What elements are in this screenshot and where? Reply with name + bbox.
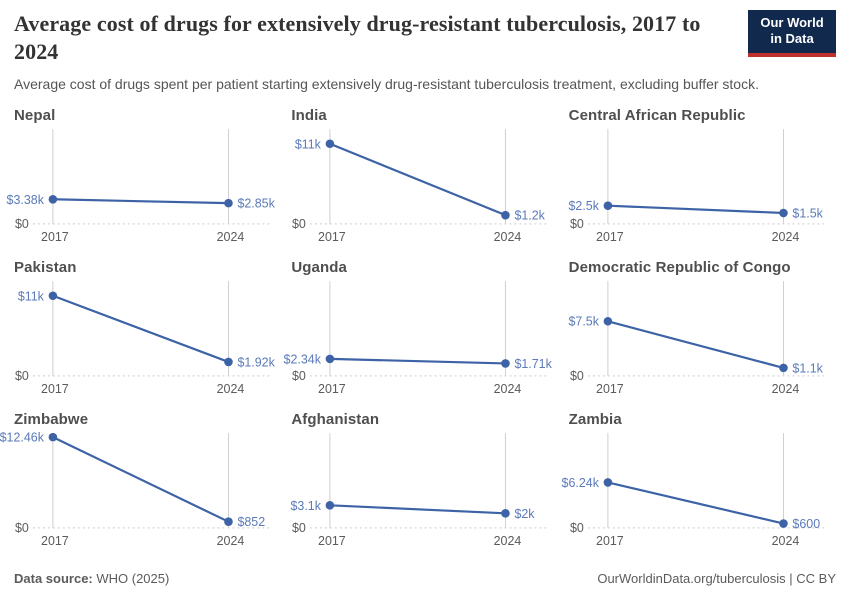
svg-text:2024: 2024 [771, 229, 799, 243]
panel-title: Democratic Republic of Congo [568, 258, 791, 276]
panel-title: Afghanistan [291, 410, 380, 428]
panel-title: Pakistan [14, 258, 77, 276]
svg-text:$0: $0 [292, 520, 306, 534]
panel-chart: $11k $1.2k $0 2017 2024 [292, 128, 547, 243]
owid-logo-line1: Our World [760, 15, 824, 30]
svg-text:$1.5k: $1.5k [792, 206, 823, 220]
svg-text:2017: 2017 [596, 533, 624, 547]
svg-text:$2k: $2k [515, 506, 536, 520]
svg-text:2024: 2024 [494, 229, 522, 243]
owid-logo[interactable]: Our World in Data [748, 10, 836, 57]
svg-text:$2.85k: $2.85k [237, 196, 275, 210]
panel-title: Zimbabwe [14, 410, 89, 428]
svg-text:$3.38k: $3.38k [7, 192, 45, 206]
data-source: Data source: WHO (2025) [14, 571, 169, 586]
svg-text:$3.1k: $3.1k [291, 498, 322, 512]
svg-text:$1.71k: $1.71k [515, 356, 553, 370]
svg-text:$7.5k: $7.5k [568, 314, 599, 328]
svg-text:$11k: $11k [295, 137, 322, 151]
svg-text:2024: 2024 [217, 229, 245, 243]
chart-footer: Data source: WHO (2025) OurWorldinData.o… [14, 571, 836, 586]
svg-text:$2.5k: $2.5k [568, 199, 599, 213]
svg-text:2017: 2017 [596, 229, 624, 243]
svg-text:$12.46k: $12.46k [0, 430, 45, 444]
panel-india: India $11k $1.2k $0 2017 2024 [291, 107, 558, 243]
svg-text:2017: 2017 [41, 381, 69, 395]
svg-text:$0: $0 [570, 520, 584, 534]
panel-chart: $2.5k $1.5k $0 2017 2024 [568, 128, 825, 243]
svg-text:2024: 2024 [217, 533, 245, 547]
panel-title: Zambia [568, 410, 622, 428]
panel-afghanistan: Afghanistan $3.1k $2k $0 2017 2024 [291, 411, 558, 547]
panel-chart: $2.34k $1.71k $0 2017 2024 [284, 280, 553, 395]
chart-header: Average cost of drugs for extensively dr… [14, 10, 836, 66]
svg-text:2024: 2024 [771, 381, 799, 395]
svg-text:2024: 2024 [771, 533, 799, 547]
svg-text:2017: 2017 [318, 533, 346, 547]
svg-text:$2.34k: $2.34k [284, 352, 322, 366]
owid-logo-line2: in Data [770, 31, 814, 47]
panel-nepal: Nepal $3.38k $2.85k $0 2017 2024 [7, 106, 281, 244]
panel-chart: $3.1k $2k $0 2017 2024 [291, 432, 547, 547]
panel-zambia: Zambia $6.24k $600 $0 2017 2024 [561, 410, 836, 547]
svg-text:$600: $600 [792, 517, 820, 531]
svg-text:2017: 2017 [41, 533, 69, 547]
svg-text:2017: 2017 [41, 229, 69, 243]
svg-text:2024: 2024 [217, 381, 245, 395]
svg-text:$0: $0 [570, 368, 584, 382]
panel-title: Central African Republic [568, 106, 746, 124]
panel-chart: $6.24k $600 $0 2017 2024 [561, 432, 825, 547]
panel-title: India [291, 106, 327, 124]
svg-text:2017: 2017 [318, 229, 346, 243]
svg-text:$6.24k: $6.24k [561, 475, 599, 489]
small-multiples-grid: Nepal $3.38k $2.85k $0 2017 2024 India $11k $… [0, 106, 836, 547]
panel-zimbabwe: Zimbabwe $12.46k $852 $0 2017 2024 [0, 410, 281, 547]
chart-title: Average cost of drugs for extensively dr… [14, 11, 701, 65]
svg-text:2017: 2017 [596, 381, 624, 395]
data-source-label: Data source: [14, 571, 93, 586]
panel-chart: $11k $1.92k $0 2017 2024 [15, 280, 276, 395]
data-source-value: WHO (2025) [92, 571, 170, 586]
svg-text:$0: $0 [15, 216, 29, 230]
svg-text:$0: $0 [292, 216, 306, 230]
svg-text:$1.1k: $1.1k [792, 361, 823, 375]
svg-text:$1.2k: $1.2k [515, 208, 546, 222]
panel-title: Nepal [14, 106, 56, 124]
svg-text:$0: $0 [292, 368, 306, 382]
svg-text:2024: 2024 [494, 533, 522, 547]
svg-text:$1.92k: $1.92k [237, 355, 275, 369]
svg-text:2017: 2017 [318, 381, 346, 395]
panel-chart: $7.5k $1.1k $0 2017 2024 [568, 280, 825, 395]
attribution-link[interactable]: OurWorldinData.org/tuberculosis | CC BY [597, 571, 836, 586]
svg-text:$0: $0 [15, 368, 29, 382]
panel-democratic-republic-of-congo: Democratic Republic of Congo $7.5k $1.1k $… [568, 258, 836, 395]
svg-text:$11k: $11k [18, 289, 45, 303]
panel-title: Uganda [291, 258, 347, 276]
panel-chart: $12.46k $852 $0 2017 2024 [0, 430, 270, 547]
panel-chart: $3.38k $2.85k $0 2017 2024 [7, 128, 276, 243]
panel-pakistan: Pakistan $11k $1.92k $0 2017 2024 [14, 258, 281, 396]
svg-text:$0: $0 [15, 520, 29, 534]
panel-central-african-republic: Central African Republic $2.5k $1.5k $0 201… [568, 106, 836, 243]
svg-text:2024: 2024 [494, 381, 522, 395]
chart-subtitle: Average cost of drugs spent per patient … [14, 76, 759, 93]
svg-text:$0: $0 [570, 216, 584, 230]
panel-uganda: Uganda $2.34k $1.71k $0 2017 2024 [284, 258, 558, 396]
svg-text:$852: $852 [237, 515, 265, 529]
